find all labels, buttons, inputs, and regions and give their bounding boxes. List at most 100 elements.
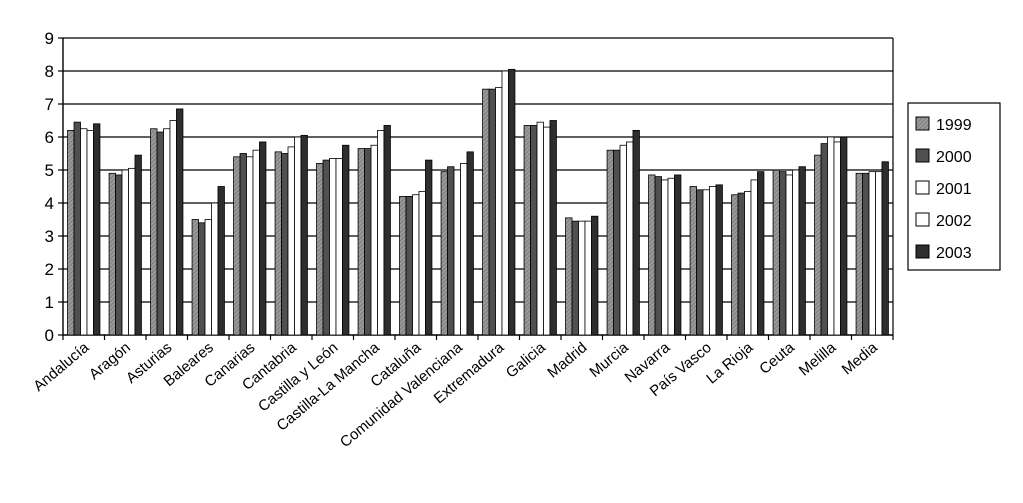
bar-2002-13 bbox=[626, 141, 634, 336]
bar-2000-10 bbox=[488, 88, 496, 336]
bar-2000-17 bbox=[779, 171, 787, 336]
legend-swatch-2001 bbox=[915, 180, 930, 195]
bar-2003-18 bbox=[840, 136, 848, 336]
bar-2001-10 bbox=[495, 87, 503, 336]
bar-2000-13 bbox=[613, 149, 621, 336]
bar-2001-7 bbox=[370, 144, 378, 336]
bar-2000-18 bbox=[820, 143, 828, 336]
y-tick-label: 6 bbox=[45, 128, 54, 147]
bar-1999-17 bbox=[772, 169, 780, 336]
x-tick-label: Andalucía bbox=[30, 339, 93, 395]
legend-label-2000: 2000 bbox=[936, 149, 972, 166]
bar-2003-19 bbox=[881, 161, 889, 336]
bar-2001-17 bbox=[785, 174, 793, 336]
legend-swatch-2003 bbox=[915, 244, 930, 259]
x-tick-label: Madrid bbox=[544, 339, 590, 382]
bar-2000-9 bbox=[447, 166, 455, 336]
bar-1999-6 bbox=[316, 162, 324, 336]
bar-2003-1 bbox=[134, 154, 142, 336]
bar-1999-13 bbox=[606, 149, 614, 336]
bar-2001-0 bbox=[80, 128, 88, 336]
bar-2003-7 bbox=[383, 125, 391, 336]
bar-2000-0 bbox=[73, 121, 81, 336]
bar-2003-13 bbox=[632, 129, 640, 336]
legend-label-1999: 1999 bbox=[936, 117, 972, 134]
bar-1999-15 bbox=[689, 186, 697, 336]
bar-1999-11 bbox=[523, 125, 531, 336]
bar-2003-12 bbox=[591, 215, 599, 336]
bar-2000-7 bbox=[364, 148, 372, 336]
bar-2000-6 bbox=[322, 159, 330, 336]
bar-2000-5 bbox=[281, 153, 289, 336]
bar-2001-3 bbox=[204, 219, 212, 336]
bar-1999-3 bbox=[191, 219, 199, 336]
legend-label-2002: 2002 bbox=[936, 213, 972, 230]
bar-1999-7 bbox=[357, 148, 365, 336]
bar-2001-1 bbox=[121, 169, 129, 336]
bar-2001-16 bbox=[744, 191, 752, 336]
y-tick-label: 0 bbox=[45, 326, 54, 345]
bar-2002-0 bbox=[86, 129, 94, 336]
bar-2003-5 bbox=[300, 134, 308, 336]
bar-2001-2 bbox=[163, 128, 171, 336]
bar-2001-14 bbox=[661, 179, 669, 336]
y-tick-label: 4 bbox=[45, 194, 54, 213]
bar-2001-8 bbox=[412, 194, 420, 336]
bar-2001-12 bbox=[578, 220, 586, 336]
bar-2003-10 bbox=[508, 68, 516, 336]
legend: 1999 2000 2001 2002 2003 bbox=[907, 102, 1001, 271]
bar-2000-1 bbox=[115, 174, 123, 336]
legend-swatch-2000 bbox=[915, 148, 930, 163]
bar-2003-0 bbox=[93, 123, 101, 336]
bar-2000-2 bbox=[156, 131, 164, 336]
bar-1999-19 bbox=[855, 172, 863, 336]
bar-1999-0 bbox=[67, 129, 75, 336]
y-tick-label: 7 bbox=[45, 95, 54, 114]
bar-2002-8 bbox=[418, 191, 426, 336]
bar-2001-9 bbox=[453, 169, 461, 336]
bar-2002-4 bbox=[252, 149, 260, 336]
bars bbox=[67, 68, 889, 336]
bar-2000-11 bbox=[530, 125, 538, 336]
bar-1999-18 bbox=[814, 154, 822, 336]
bar-1999-1 bbox=[108, 172, 116, 336]
bar-2001-4 bbox=[246, 156, 254, 336]
bar-2002-1 bbox=[128, 167, 136, 336]
legend-label-2003: 2003 bbox=[936, 245, 972, 262]
y-tick-label: 3 bbox=[45, 227, 54, 246]
bar-2003-14 bbox=[674, 174, 682, 336]
bar-2002-6 bbox=[335, 158, 343, 336]
bar-2002-7 bbox=[377, 129, 385, 336]
bar-2002-19 bbox=[875, 171, 883, 336]
bar-2003-4 bbox=[259, 141, 267, 336]
bar-2002-11 bbox=[543, 126, 551, 336]
bar-2003-9 bbox=[466, 151, 474, 336]
bar-2000-4 bbox=[239, 153, 247, 336]
legend-label-2001: 2001 bbox=[936, 181, 972, 198]
bar-2003-3 bbox=[217, 186, 225, 336]
bar-1999-16 bbox=[731, 194, 739, 336]
bar-2002-15 bbox=[709, 186, 717, 336]
bar-1999-10 bbox=[482, 88, 490, 336]
bar-1999-5 bbox=[274, 151, 282, 336]
bar-2000-3 bbox=[198, 222, 206, 336]
legend-swatch-1999 bbox=[915, 116, 930, 131]
bar-2000-8 bbox=[405, 195, 413, 336]
y-tick-label: 2 bbox=[45, 260, 54, 279]
bar-1999-4 bbox=[233, 156, 241, 336]
bar-2003-2 bbox=[176, 108, 184, 336]
legend-swatch-2002 bbox=[915, 212, 930, 227]
bar-2003-11 bbox=[549, 120, 557, 336]
bar-2002-9 bbox=[460, 162, 468, 336]
bar-2000-16 bbox=[737, 192, 745, 336]
x-tick-labels: AndalucíaAragónAsturiasBalearesCanariasC… bbox=[30, 339, 881, 451]
bar-2001-5 bbox=[287, 146, 295, 336]
bar-2002-10 bbox=[501, 70, 509, 336]
bar-2003-16 bbox=[757, 171, 765, 336]
bar-2000-19 bbox=[862, 172, 870, 336]
bar-2000-14 bbox=[654, 176, 662, 336]
x-tick-label: Galicia bbox=[503, 339, 550, 382]
bar-2002-17 bbox=[792, 169, 800, 336]
y-tick-label: 8 bbox=[45, 62, 54, 81]
